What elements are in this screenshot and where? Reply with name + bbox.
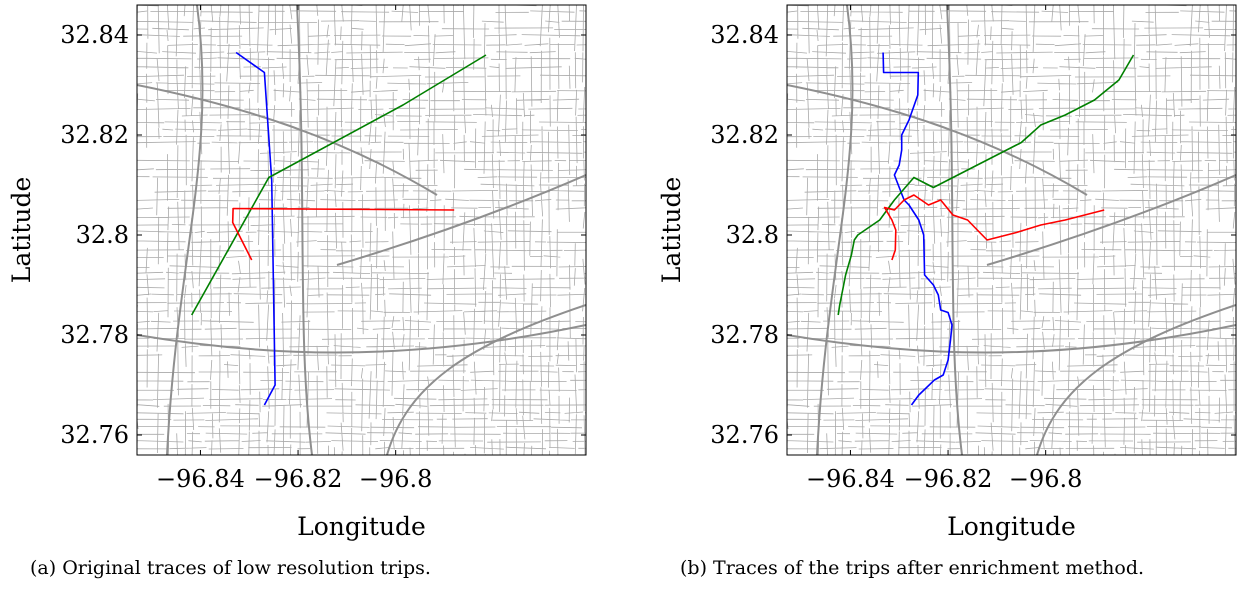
trip-trace-1 xyxy=(235,51,276,406)
x-tick-label: −96.84 xyxy=(806,465,895,493)
y-tick-label: 32.82 xyxy=(60,121,129,149)
trip-trace-3 xyxy=(883,194,1105,261)
x-axis-label: Longitude xyxy=(947,512,1076,541)
y-axis-label: Latitude xyxy=(7,177,36,284)
major-road xyxy=(296,5,313,455)
x-tick-label: −96.8 xyxy=(1009,465,1083,493)
x-tick-label: −96.82 xyxy=(904,465,993,493)
y-tick-label: 32.76 xyxy=(710,421,779,449)
y-tick-label: 32.8 xyxy=(726,221,779,249)
major-road xyxy=(137,324,586,354)
x-axis-label: Longitude xyxy=(297,512,426,541)
major-road xyxy=(137,84,438,196)
y-axis-label: Latitude xyxy=(657,177,686,284)
y-tick-label: 32.84 xyxy=(710,21,779,49)
caption-b: (b) Traces of the trips after enrichment… xyxy=(680,557,1145,579)
trip-trace-2 xyxy=(191,54,487,316)
minor-streets xyxy=(137,5,586,455)
street-network xyxy=(137,5,586,455)
map-background xyxy=(137,5,586,455)
trip-trace-3 xyxy=(231,207,455,261)
map-plot-a: −96.84 −96.82 −96.8 32.76 32.78 32.8 32.82 32.8… xyxy=(7,4,587,541)
major-road xyxy=(166,5,204,455)
plot-frame xyxy=(786,4,1237,456)
map-panel-b: −96.84 −96.82 −96.8 32.76 32.78 32.8 32.82 32.8… xyxy=(650,0,1246,595)
major-road xyxy=(787,324,1236,354)
y-tick-label: 32.78 xyxy=(60,321,129,349)
y-tick-label: 32.84 xyxy=(60,21,129,49)
major-road xyxy=(386,304,586,455)
plot-frame xyxy=(136,4,587,456)
map-background xyxy=(787,5,1236,455)
trip-trace-2 xyxy=(837,54,1135,316)
caption-a: (a) Original traces of low resolution tr… xyxy=(30,557,431,579)
x-tick-label: −96.8 xyxy=(359,465,433,493)
major-road xyxy=(816,5,854,455)
x-tick-label: −96.84 xyxy=(156,465,245,493)
y-tick-label: 32.82 xyxy=(710,121,779,149)
y-tick-label: 32.78 xyxy=(710,321,779,349)
major-road xyxy=(946,5,963,455)
y-tick-label: 32.76 xyxy=(60,421,129,449)
major-road xyxy=(787,84,1088,196)
major-road xyxy=(1036,304,1236,455)
major-road xyxy=(986,174,1236,266)
x-tick-label: −96.82 xyxy=(254,465,343,493)
y-tick-label: 32.8 xyxy=(76,221,129,249)
map-panel-a: −96.84 −96.82 −96.8 32.76 32.78 32.8 32.82 32.8… xyxy=(0,0,600,595)
map-plot-b: −96.84 −96.82 −96.8 32.76 32.78 32.8 32.82 32.8… xyxy=(657,4,1237,541)
major-road xyxy=(336,174,586,266)
street-network xyxy=(787,5,1236,455)
trip-trace-1 xyxy=(882,52,953,406)
minor-streets xyxy=(787,5,1236,455)
